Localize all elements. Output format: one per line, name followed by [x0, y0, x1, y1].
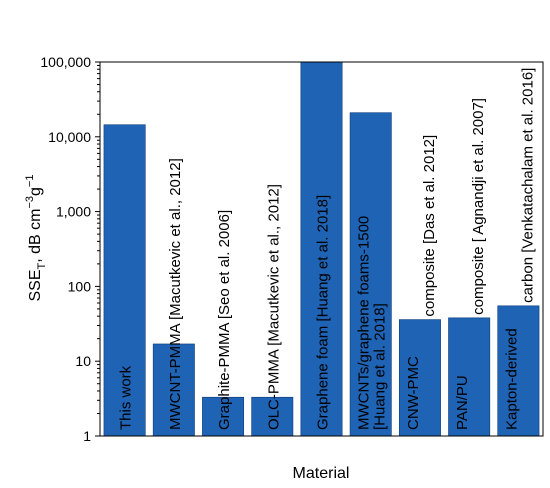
- y-tick-label: 1,000: [56, 204, 91, 220]
- y-axis-label-rest: , dB cm: [27, 209, 44, 263]
- y-axis-label-exp2: −1: [24, 175, 36, 188]
- bar-label: MWCNTs/graphene foams-1500: [356, 216, 373, 430]
- bar-label-inside: This work: [118, 365, 135, 430]
- bar: [103, 124, 146, 437]
- bar: [349, 112, 392, 437]
- y-axis-label-sub: T: [36, 262, 48, 269]
- y-tick-label: 10,000: [48, 129, 91, 145]
- bar-labels: This work MWCNT-PMMA [Macutkevic et al., …: [118, 68, 537, 430]
- bar-label: OLC-PMMA [Macutkevic et al., 2012]: [265, 184, 282, 430]
- bar-label: composite [ Agnandji et al. 2007]: [470, 98, 487, 315]
- bar-label: composite [Das et al. 2012]: [421, 135, 438, 317]
- bar: [152, 343, 195, 437]
- bar: [251, 396, 294, 437]
- bar: [202, 396, 245, 437]
- y-axis-label-exp1: −3: [24, 196, 36, 209]
- y-axis: 1 10 100 1,000 10,000 100,000: [40, 54, 100, 444]
- x-axis-label: Material: [293, 465, 350, 482]
- bar-label-inside: PAN/PU: [454, 375, 471, 430]
- y-axis-label-main: SSE: [27, 269, 44, 301]
- y-tick-label: 1: [83, 428, 91, 444]
- y-axis-label: SSET, dB cm−3g−1: [24, 175, 48, 302]
- bar-label: carbon [Venkatachalam et al. 2016]: [519, 68, 536, 303]
- bar-label: [Huang et al. 2018]: [372, 303, 389, 430]
- y-tick-label: 100: [68, 278, 92, 294]
- bars: [103, 61, 540, 437]
- bar: [300, 61, 343, 437]
- y-axis-label-g: g: [27, 187, 44, 196]
- y-tick-label: 10: [75, 353, 91, 369]
- plot-frame: [99, 61, 544, 437]
- bar-label-inside: Graphene foam [Huang et al. 2018]: [315, 195, 332, 430]
- bar-label: Graphite-PMMA [Seo et al. 2006]: [216, 210, 233, 430]
- bar: [448, 317, 491, 437]
- bar-label-inside: CNW-PMC: [405, 356, 422, 430]
- y-tick-label: 100,000: [40, 54, 91, 70]
- bar-label-inside: Kapton-derived: [503, 328, 520, 430]
- bar-label: MWCNT-PMMA [Macutkevic et al., 2012]: [167, 158, 184, 430]
